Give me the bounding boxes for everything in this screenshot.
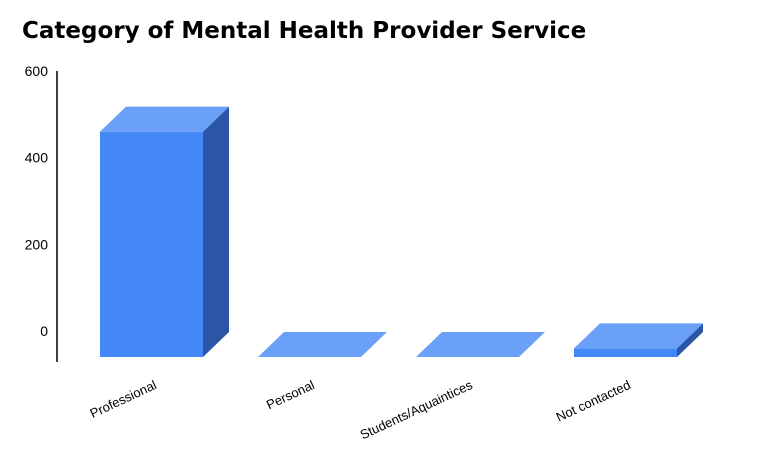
y-tick-label: 400 (25, 150, 49, 166)
bar-top-face (100, 106, 229, 132)
bar-top-face (574, 323, 703, 349)
bar-side-face (677, 323, 703, 357)
y-tick-label: 200 (25, 236, 49, 252)
y-axis-ticks: 0 200 400 600 (25, 63, 49, 339)
y-tick-label: 600 (25, 63, 49, 79)
bar (100, 106, 229, 358)
x-tick-label: Professional (88, 377, 159, 421)
bar-side-face (203, 106, 229, 358)
x-axis-labels: Professional Personal Students/Aquaintices… (88, 377, 633, 442)
x-tick-label: Students/Aquaintices (358, 377, 475, 442)
bar (574, 323, 703, 357)
chart-title: Category of Mental Health Provider Servi… (22, 18, 587, 44)
bar (258, 332, 387, 357)
bar-front-face (100, 131, 203, 357)
bar-top-face (416, 332, 545, 357)
x-tick-label: Personal (264, 377, 317, 412)
y-tick-label: 0 (40, 323, 48, 339)
x-tick-label: Not contacted (554, 377, 633, 424)
bars (100, 106, 703, 358)
bar-front-face (574, 348, 677, 357)
bar-top-face (258, 332, 387, 357)
bar (416, 332, 545, 357)
